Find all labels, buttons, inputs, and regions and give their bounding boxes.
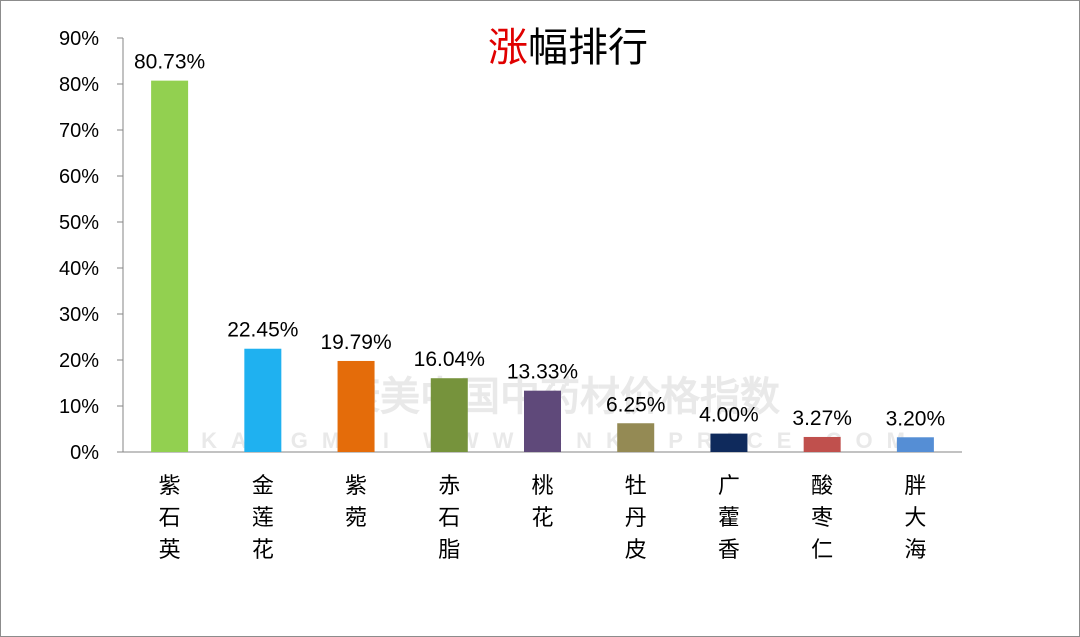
data-label: 80.73% [134,51,205,74]
bar [524,390,561,452]
bars [151,80,934,452]
chart-title-rest: 幅排行 [528,25,648,71]
y-tick-label: 70% [59,120,99,142]
x-axis-labels: 紫石英 金莲花 紫菀 赤石脂 桃花 牡丹皮 广藿香 酸枣仁 胖大海 [159,474,927,563]
bar [896,437,934,452]
data-label: 16.04% [414,348,485,371]
bar [430,378,468,452]
x-tick-label: 酸枣仁 [811,474,833,563]
y-tick-label: 40% [59,258,99,280]
y-tick-label: 20% [59,350,99,372]
data-label: 3.20% [886,407,946,430]
chart-title-highlight: 涨 [488,25,528,71]
x-tick-label: 牡丹皮 [625,474,647,563]
x-tick-label: 紫石英 [159,474,181,563]
x-tick-label: 金莲花 [252,474,274,563]
x-tick-label: 赤石脂 [438,474,460,563]
data-label: 22.45% [227,319,298,342]
y-tick-label: 80% [59,74,99,96]
bar [617,423,655,452]
x-tick-label: 广藿香 [718,474,740,563]
data-labels: 80.73% 22.45% 19.79% 16.04% 13.33% 6.25% 4.00%… [134,51,945,431]
data-label: 19.79% [320,331,391,354]
x-tick-label: 桃花 [531,474,553,531]
bar [710,433,748,452]
y-tick-label: 50% [59,212,99,234]
data-label: 4.00% [699,404,759,427]
data-label: 13.33% [507,361,578,384]
y-tick-label: 0% [70,442,99,464]
y-tick-label: 10% [59,396,99,418]
data-label: 3.27% [792,407,852,430]
x-tick-label: 紫菀 [345,474,367,531]
chart-title: 涨幅排行 [488,23,648,73]
data-label: 6.25% [606,393,666,416]
y-tick-label: 30% [59,304,99,326]
bar [803,436,841,452]
y-tick-label: 90% [59,28,99,50]
bar [337,360,375,452]
bar [244,348,282,452]
bar [151,80,189,452]
y-tick-label: 60% [59,166,99,188]
x-tick-label: 胖大海 [904,474,926,563]
